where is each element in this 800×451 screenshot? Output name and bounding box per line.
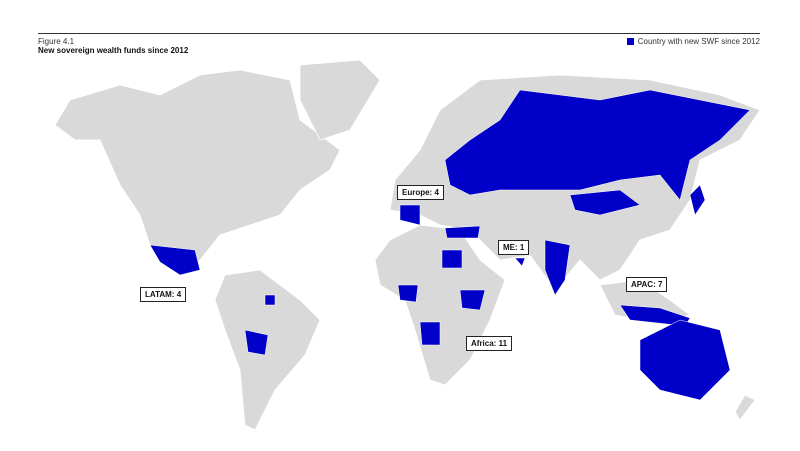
callout-europe: Europe: 4 [397, 185, 444, 200]
country-india [544, 239, 571, 296]
country-turkey [444, 225, 481, 239]
callout-apac: APAC: 7 [626, 277, 668, 292]
country-nigeria [397, 284, 419, 303]
legend-swatch [626, 38, 634, 45]
country-ethiopia [459, 289, 486, 311]
legend: Country with new SWF since 2012 [626, 37, 760, 46]
figure-title: New sovereign wealth funds since 2012 [38, 46, 189, 55]
country-mongolia [569, 189, 641, 216]
highlighted-countries [149, 89, 751, 401]
figure-label: Figure 4.1 [38, 37, 75, 46]
africa [374, 224, 506, 386]
south-america [214, 269, 321, 431]
country-angola [419, 321, 441, 346]
country-australia [639, 319, 731, 401]
country-oman [514, 257, 526, 267]
callout-africa: Africa: 11 [466, 336, 513, 351]
header-rule [38, 33, 760, 34]
north-america [54, 69, 341, 276]
legend-label: Country with new SWF since 2012 [637, 37, 760, 46]
country-egypt [441, 249, 463, 269]
country-guyana [264, 294, 276, 306]
callout-middle-east: ME: 1 [498, 240, 530, 255]
new-zealand [734, 394, 756, 421]
country-japan [689, 184, 706, 216]
country-mexico [149, 244, 201, 276]
country-russia [444, 89, 751, 201]
callout-latam: LATAM: 4 [140, 287, 187, 302]
country-bolivia [244, 329, 269, 356]
country-france [399, 204, 421, 226]
greenland [299, 59, 381, 141]
